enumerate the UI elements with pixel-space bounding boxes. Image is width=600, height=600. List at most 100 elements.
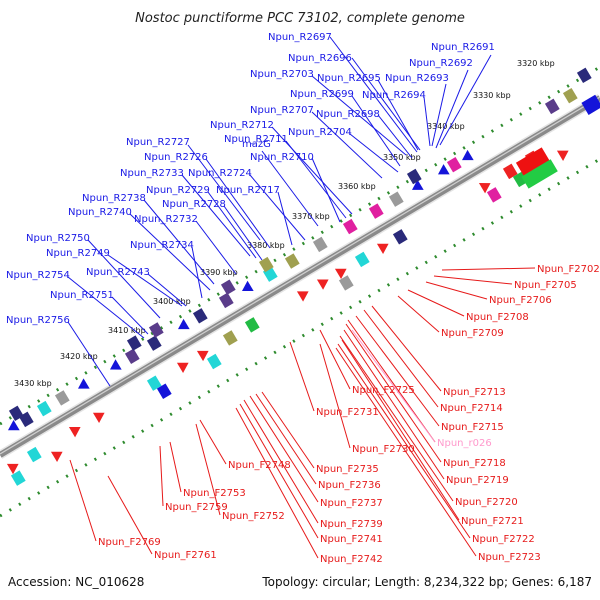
gene-label: Npun_F2705 — [514, 280, 577, 291]
reverse-gene-feature — [126, 335, 142, 351]
gene-label: Npun_F2742 — [320, 554, 383, 565]
reverse-gene-feature — [576, 67, 592, 84]
gene-label: Npun_R2694 — [362, 90, 426, 101]
forward-gene-feature — [512, 171, 528, 188]
gene-label: Npun_R2732 — [134, 214, 198, 225]
gene-label: Npun_R2749 — [46, 248, 110, 259]
forward-gene-feature — [222, 330, 238, 346]
forward-gene-feature — [92, 412, 105, 424]
forward-gene-feature — [68, 427, 81, 438]
tick-3340: 3340 kbp — [427, 122, 465, 131]
gene-label: Npun_R2699 — [290, 89, 354, 100]
gene-label: Npun_R2751 — [50, 290, 114, 301]
reverse-gene-feature — [312, 236, 328, 253]
forward-gene-feature — [296, 291, 309, 302]
gene-label: mazG — [242, 139, 271, 150]
tick-3380: 3380 kbp — [247, 241, 285, 250]
gene-label: Npun_R2729 — [146, 185, 210, 196]
reverse-gene-feature — [446, 156, 462, 173]
reverse-gene-feature — [242, 280, 254, 292]
gene-label: Npun_R2728 — [162, 199, 226, 210]
reverse-gene-feature — [218, 292, 234, 309]
reverse-gene-feature — [220, 279, 236, 295]
gene-label: Npun_R2698 — [316, 109, 380, 120]
forward-gene-feature — [376, 243, 389, 255]
gene-label: Npun_R2750 — [26, 233, 90, 244]
forward-gene-feature — [338, 275, 354, 291]
forward-gene-feature — [244, 317, 260, 333]
reverse-gene-feature — [78, 378, 90, 389]
reverse-gene-feature — [412, 179, 424, 190]
reverse-gene-feature — [544, 98, 560, 115]
gene-label: Npun_R2693 — [385, 73, 449, 84]
gene-label: Npun_F2709 — [441, 328, 504, 339]
forward-gene-feature — [196, 350, 209, 362]
gene-label: Npun_F2735 — [316, 464, 379, 475]
gene-label: Npun_F2720 — [455, 497, 518, 508]
forward-gene-feature — [6, 463, 19, 475]
gene-label: Npun_F2761 — [154, 550, 217, 561]
gene-label: Npun_F2718 — [443, 458, 506, 469]
forward-gene-feature — [316, 279, 329, 290]
gene-label: Npun_R2738 — [82, 193, 146, 204]
reverse-gene-feature — [36, 400, 52, 417]
reverse-leader-lines — [67, 36, 492, 387]
reverse-gene-feature — [368, 203, 384, 219]
tick-3410: 3410 kbp — [108, 326, 146, 335]
genome-backbone — [0, 94, 600, 459]
topology-text: Topology: circular; Length: 8,234,322 bp… — [261, 575, 592, 589]
gene-label: Npun_R2712 — [210, 120, 274, 131]
reverse-gene-feature — [462, 149, 474, 161]
gene-label: Npun_F2737 — [320, 498, 383, 509]
gene-label: Npun_F2769 — [98, 537, 161, 548]
reverse-gene-feature — [110, 359, 122, 370]
gene-label: Npun_R2711 — [224, 134, 288, 145]
gene-label: Npun_F2715 — [441, 422, 504, 433]
gene-label: Npun_R2717 — [216, 185, 280, 196]
gene-label: Npun_F2725 — [352, 385, 415, 396]
figure-title: Nostoc punctiforme PCC 73102, complete g… — [135, 11, 465, 26]
forward-gene-feature — [392, 229, 408, 245]
forward-gene-feature — [26, 446, 42, 463]
gene-label: Npun_R2703 — [250, 69, 314, 80]
forward-gene-feature — [10, 470, 26, 486]
gene-label: Npun_F2722 — [472, 534, 535, 545]
gene-label: Npun_F2708 — [466, 312, 529, 323]
forward-gene-feature — [176, 362, 189, 374]
gene-label: Npun_R2754 — [6, 270, 70, 281]
tick-3390: 3390 kbp — [200, 268, 238, 277]
forward-gene-feature — [50, 451, 63, 463]
gene-label: Npun_F2706 — [489, 295, 552, 306]
forward-gene-feature — [521, 159, 558, 189]
tick-3420: 3420 kbp — [60, 352, 98, 361]
forward-gene-feature — [146, 375, 162, 391]
tick-3430: 3430 kbp — [14, 379, 52, 388]
forward-gene-feature — [515, 147, 550, 177]
tick-3400: 3400 kbp — [153, 297, 191, 306]
forward-gene-feature — [556, 150, 569, 161]
gene-label: Npun_R2710 — [250, 152, 314, 163]
kbp-tick-labels: 3320 kbp 3330 kbp 3340 kbp 3350 kbp 3360… — [14, 59, 555, 388]
forward-gene-feature — [334, 268, 347, 280]
reverse-gene-feature — [148, 322, 164, 338]
gene-label: Npun_R2756 — [6, 315, 70, 326]
reverse-gene-feature — [178, 318, 190, 330]
gene-label: Npun_F2736 — [318, 480, 381, 491]
gene-label: Npun_R2692 — [409, 58, 473, 69]
gene-label: Npun_F2739 — [320, 519, 383, 530]
reverse-gene-feature — [124, 348, 140, 364]
gene-label: Npun_R2696 — [288, 53, 352, 64]
gene-label: Npun_F2731 — [316, 407, 379, 418]
gene-label: Npun_F2748 — [228, 460, 291, 471]
gene-label: Npun_R2726 — [144, 152, 208, 163]
rna-leader-line — [351, 329, 436, 443]
reverse-gene-feature — [406, 168, 422, 185]
forward-strand-labels: Npun_F2702 Npun_F2705 Npun_F2706 Npun_F2… — [98, 264, 600, 565]
gene-label: Npun_R2733 — [120, 168, 184, 179]
gene-label: Npun_R2704 — [288, 127, 352, 138]
forward-gene-feature — [156, 383, 172, 399]
gene-label: Npun_R2734 — [130, 240, 194, 251]
gene-label: Npun_R2740 — [68, 207, 132, 218]
reverse-gene-feature — [8, 405, 24, 422]
